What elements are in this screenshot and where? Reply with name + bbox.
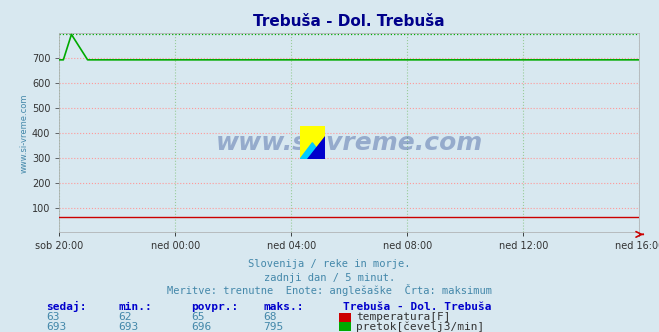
Text: povpr.:: povpr.: xyxy=(191,302,239,312)
Text: pretok[čevelj3/min]: pretok[čevelj3/min] xyxy=(356,321,484,332)
Text: 693: 693 xyxy=(119,322,139,332)
Text: zadnji dan / 5 minut.: zadnji dan / 5 minut. xyxy=(264,273,395,283)
Text: 65: 65 xyxy=(191,312,204,322)
Y-axis label: www.si-vreme.com: www.si-vreme.com xyxy=(20,93,29,173)
Text: 62: 62 xyxy=(119,312,132,322)
Text: maks.:: maks.: xyxy=(264,302,304,312)
Polygon shape xyxy=(300,126,325,159)
Text: min.:: min.: xyxy=(119,302,152,312)
Text: www.si-vreme.com: www.si-vreme.com xyxy=(215,131,483,155)
Polygon shape xyxy=(307,136,325,159)
Text: temperatura[F]: temperatura[F] xyxy=(356,312,450,322)
Text: 68: 68 xyxy=(264,312,277,322)
Text: 63: 63 xyxy=(46,312,59,322)
Text: 795: 795 xyxy=(264,322,284,332)
Text: Meritve: trenutne  Enote: anglešaške  Črta: maksimum: Meritve: trenutne Enote: anglešaške Črta… xyxy=(167,284,492,296)
Bar xyxy=(339,313,351,323)
Text: sedaj:: sedaj: xyxy=(46,301,86,312)
Text: 693: 693 xyxy=(46,322,67,332)
Text: 696: 696 xyxy=(191,322,212,332)
Text: Trebuša - Dol. Trebuša: Trebuša - Dol. Trebuša xyxy=(343,302,491,312)
Polygon shape xyxy=(300,143,325,159)
Title: Trebuša - Dol. Trebuša: Trebuša - Dol. Trebuša xyxy=(254,14,445,29)
Bar xyxy=(339,322,351,331)
Text: Slovenija / reke in morje.: Slovenija / reke in morje. xyxy=(248,259,411,269)
